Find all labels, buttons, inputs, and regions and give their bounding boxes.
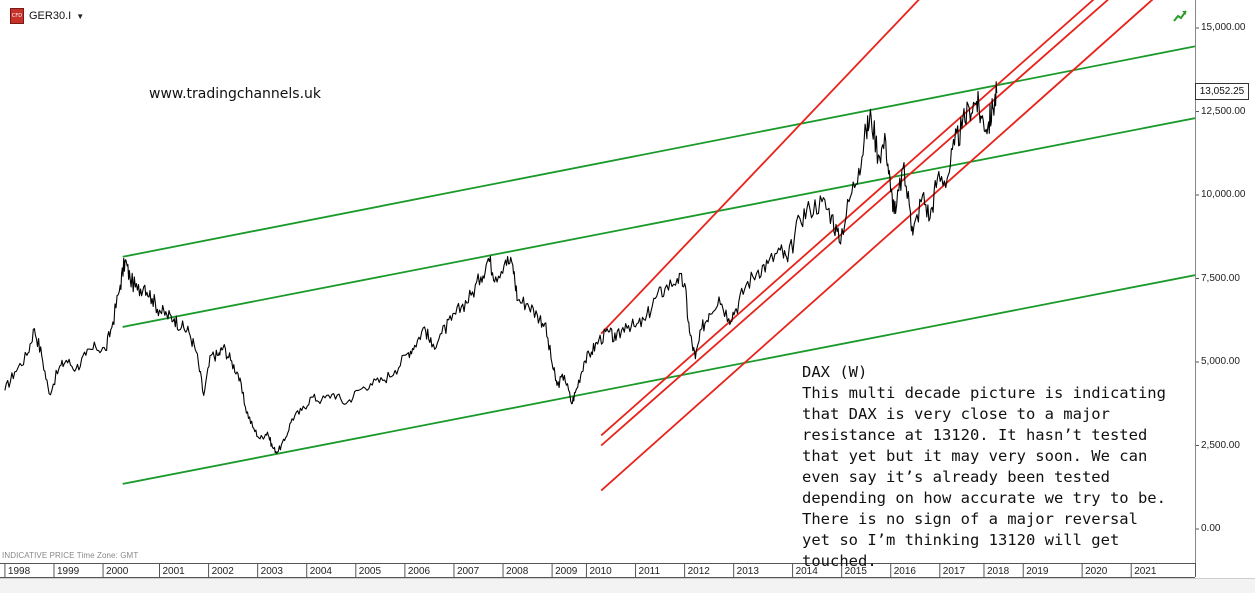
x-tick-label: 2010 bbox=[589, 566, 612, 577]
symbol-selector[interactable]: CFD GER30.I ▼ bbox=[10, 8, 84, 24]
watermark-url: www.tradingchannels.uk bbox=[149, 86, 321, 102]
x-tick-label: 2002 bbox=[211, 566, 234, 577]
red-channel-line bbox=[600, 0, 1110, 447]
last-price-tag: 13,052.25 bbox=[1195, 83, 1249, 100]
x-tick-label: 2019 bbox=[1026, 566, 1049, 577]
x-tick-label: 2008 bbox=[506, 566, 529, 577]
x-tick-label: 2011 bbox=[638, 566, 661, 577]
x-tick-label: 2000 bbox=[106, 566, 129, 577]
note-title: DAX (W) bbox=[802, 363, 868, 381]
x-tick-label: 2021 bbox=[1134, 566, 1157, 577]
green-channel-line bbox=[122, 274, 1195, 485]
channel-lines bbox=[122, 0, 1195, 492]
red-channel-line bbox=[600, 0, 1095, 437]
x-tick-marks bbox=[4, 563, 1132, 577]
red-channel-line bbox=[600, 0, 920, 335]
chart-toolbar: CFD GER30.I ▼ bbox=[0, 0, 1195, 30]
x-tick-label: 2005 bbox=[358, 566, 382, 577]
chart-scrollbar[interactable] bbox=[0, 578, 1255, 593]
cfd-flag-icon: CFD bbox=[10, 8, 24, 24]
green-channel-line bbox=[122, 117, 1195, 328]
x-tick-label: 2016 bbox=[893, 566, 916, 577]
y-tick-label: 10,000.00 bbox=[1201, 189, 1246, 200]
x-tick-label: 2007 bbox=[456, 566, 480, 577]
x-tick-label: 2003 bbox=[260, 566, 283, 577]
y-tick-label: 2,500.00 bbox=[1201, 439, 1240, 451]
y-tick-label: 12,500.00 bbox=[1201, 105, 1246, 117]
chevron-down-icon: ▼ bbox=[76, 11, 85, 21]
y-tick-label: 7,500.00 bbox=[1201, 272, 1240, 284]
red-channel-line bbox=[600, 0, 1154, 492]
x-tick-label: 2013 bbox=[736, 566, 759, 577]
price-axis-panel[interactable] bbox=[1195, 0, 1255, 563]
analysis-note: DAX (W) This multi decade picture is ind… bbox=[802, 362, 1174, 572]
x-tick-label: 2020 bbox=[1085, 566, 1108, 577]
x-tick-label: 2014 bbox=[795, 566, 818, 577]
x-tick-label: 2017 bbox=[942, 566, 966, 577]
symbol-label: GER30.I bbox=[29, 10, 72, 22]
x-tick-label: 2009 bbox=[555, 566, 578, 577]
x-tick-label: 2001 bbox=[162, 566, 185, 577]
x-tick-label: 1998 bbox=[7, 566, 31, 577]
x-tick-label: 1999 bbox=[56, 566, 80, 577]
y-tick-label: 5,000.00 bbox=[1201, 356, 1240, 367]
x-tick-label: 2018 bbox=[986, 566, 1010, 577]
x-tick-label: 2012 bbox=[687, 566, 710, 577]
x-tick-label: 2006 bbox=[407, 566, 431, 577]
trend-up-icon[interactable] bbox=[1172, 8, 1188, 24]
x-tick-label: 2015 bbox=[844, 566, 867, 577]
price-line bbox=[4, 81, 998, 454]
y-tick-label: 0.00 bbox=[1201, 523, 1221, 534]
indicative-price-label: INDICATIVE PRICE Time Zone: GMT bbox=[2, 551, 139, 560]
y-tick-label: 15,000.00 bbox=[1201, 22, 1246, 33]
price-series bbox=[4, 81, 998, 454]
x-tick-label: 2004 bbox=[309, 566, 332, 577]
note-body: This multi decade picture is indicating … bbox=[802, 384, 1166, 570]
